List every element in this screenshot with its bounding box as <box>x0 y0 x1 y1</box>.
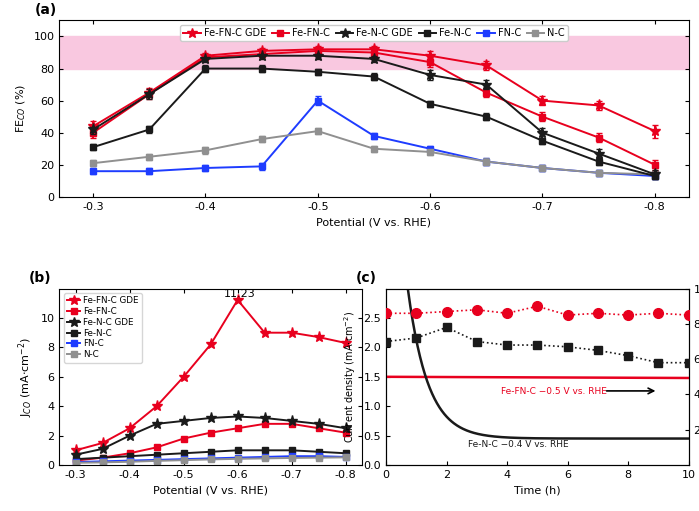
Fe-FN-C GDE <box>342 340 350 346</box>
Legend: Fe-FN-C GDE, Fe-FN-C, Fe-N-C GDE, Fe-N-C, FN-C, N-C: Fe-FN-C GDE, Fe-FN-C, Fe-N-C GDE, Fe-N-C… <box>180 26 568 41</box>
FN-C <box>315 453 323 459</box>
Fe-N-C GDE <box>152 421 161 427</box>
Fe-FN-C GDE <box>71 447 80 453</box>
Fe-N-C <box>99 455 107 461</box>
Fe-N-C GDE <box>99 446 107 452</box>
Y-axis label: FE$_{CO}$ (%): FE$_{CO}$ (%) <box>15 84 28 133</box>
Fe-FN-C <box>261 421 269 427</box>
Fe-N-C <box>180 450 188 456</box>
Fe-N-C <box>206 449 215 455</box>
Line: FN-C: FN-C <box>73 453 349 465</box>
Line: Fe-FN-C GDE: Fe-FN-C GDE <box>70 294 351 456</box>
Fe-FN-C <box>287 421 296 427</box>
FN-C <box>287 453 296 459</box>
X-axis label: Time (h): Time (h) <box>514 485 561 496</box>
Text: (a): (a) <box>34 3 57 17</box>
N-C <box>315 455 323 461</box>
Fe-FN-C <box>71 457 80 463</box>
N-C <box>287 455 296 461</box>
Fe-FN-C GDE <box>261 330 269 336</box>
FN-C <box>71 459 80 465</box>
Fe-N-C <box>152 452 161 458</box>
FN-C <box>206 455 215 461</box>
Fe-N-C GDE <box>180 418 188 424</box>
N-C <box>206 456 215 462</box>
N-C <box>71 460 80 466</box>
Fe-FN-C GDE <box>125 425 134 431</box>
X-axis label: Potential (V vs. RHE): Potential (V vs. RHE) <box>317 217 431 227</box>
Fe-FN-C <box>152 444 161 450</box>
Fe-N-C GDE <box>287 418 296 424</box>
Fe-FN-C <box>233 425 242 431</box>
N-C <box>342 454 350 460</box>
Fe-FN-C GDE <box>152 403 161 409</box>
Fe-FN-C GDE <box>287 330 296 336</box>
Fe-N-C <box>125 453 134 459</box>
N-C <box>99 459 107 466</box>
Text: Fe-N-C −0.4 V vs. RHE: Fe-N-C −0.4 V vs. RHE <box>468 440 568 449</box>
Bar <box>59 36 689 68</box>
Fe-N-C GDE <box>71 452 80 458</box>
N-C <box>180 457 188 463</box>
Fe-FN-C <box>99 455 107 461</box>
Fe-FN-C GDE <box>99 440 107 446</box>
Fe-N-C GDE <box>342 425 350 431</box>
N-C <box>261 455 269 461</box>
Y-axis label: J$_{CO}$ (mA$\cdot$cm$^{-2}$): J$_{CO}$ (mA$\cdot$cm$^{-2}$) <box>16 337 35 417</box>
Line: Fe-FN-C: Fe-FN-C <box>73 421 349 463</box>
Fe-FN-C GDE <box>315 334 323 340</box>
Fe-N-C <box>315 449 323 455</box>
Fe-FN-C <box>125 450 134 456</box>
Fe-FN-C GDE <box>206 341 215 347</box>
Fe-N-C <box>233 447 242 453</box>
Fe-FN-C <box>180 435 188 442</box>
Text: (c): (c) <box>356 271 377 285</box>
N-C <box>152 458 161 464</box>
Fe-N-C GDE <box>125 432 134 438</box>
Fe-N-C <box>342 450 350 456</box>
FN-C <box>261 454 269 460</box>
X-axis label: Potential (V vs. RHE): Potential (V vs. RHE) <box>153 485 268 496</box>
Fe-N-C GDE <box>233 413 242 420</box>
N-C <box>125 459 134 465</box>
Y-axis label: Current density (mA$\cdot$cm$^{-2}$): Current density (mA$\cdot$cm$^{-2}$) <box>342 311 358 443</box>
Fe-FN-C <box>315 425 323 431</box>
Fe-FN-C <box>342 430 350 436</box>
Legend: Fe-FN-C GDE, Fe-FN-C, Fe-N-C GDE, Fe-N-C, FN-C, N-C: Fe-FN-C GDE, Fe-FN-C, Fe-N-C GDE, Fe-N-C… <box>64 293 142 363</box>
Fe-N-C <box>71 456 80 462</box>
FN-C <box>342 454 350 460</box>
N-C <box>233 456 242 462</box>
Line: N-C: N-C <box>73 454 349 466</box>
Fe-N-C GDE <box>315 421 323 427</box>
Fe-N-C GDE <box>206 415 215 421</box>
FN-C <box>99 458 107 464</box>
Fe-FN-C GDE <box>233 297 242 303</box>
Text: 11.23: 11.23 <box>224 289 256 299</box>
Fe-N-C <box>261 447 269 453</box>
Fe-N-C <box>287 447 296 453</box>
FN-C <box>152 457 161 463</box>
FN-C <box>233 455 242 461</box>
Fe-N-C GDE <box>261 415 269 421</box>
Fe-FN-C <box>206 430 215 436</box>
Fe-FN-C GDE <box>180 374 188 380</box>
Line: Fe-N-C GDE: Fe-N-C GDE <box>70 411 351 460</box>
Text: (b): (b) <box>29 271 52 285</box>
FN-C <box>180 456 188 462</box>
Line: Fe-N-C: Fe-N-C <box>73 447 349 462</box>
FN-C <box>125 457 134 463</box>
Text: Fe-FN-C −0.5 V vs. RHE: Fe-FN-C −0.5 V vs. RHE <box>501 387 607 397</box>
